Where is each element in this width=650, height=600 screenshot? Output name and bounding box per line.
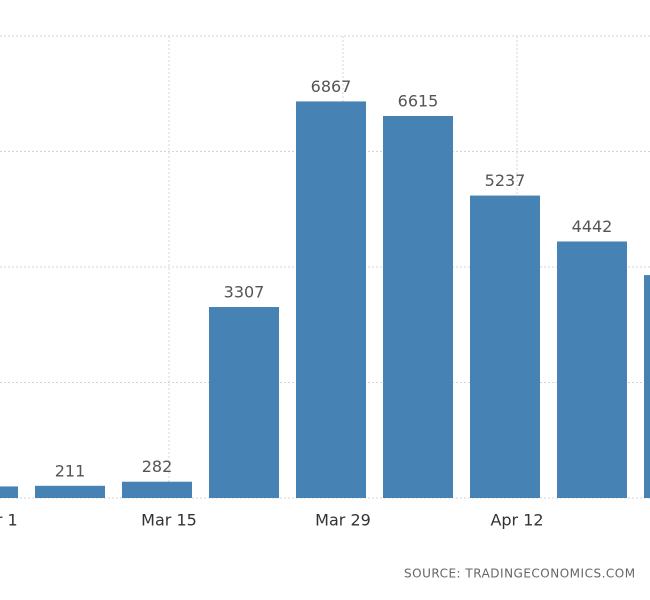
value-label: 5237	[485, 171, 526, 190]
bar	[383, 115, 453, 498]
bar	[122, 481, 192, 498]
bar	[35, 485, 105, 498]
x-tick-label: Apr 12	[490, 511, 543, 530]
value-label: 6615	[398, 91, 439, 110]
bar	[470, 195, 540, 499]
bar	[296, 101, 366, 498]
bar	[209, 307, 279, 498]
bar	[557, 241, 627, 499]
x-tick-label: Mar 1	[0, 511, 18, 530]
value-label: 282	[142, 457, 173, 476]
x-tick-label: Mar 29	[315, 511, 371, 530]
source-note: SOURCE: TRADINGECONOMICS.COM	[404, 567, 636, 581]
value-label: 4442	[572, 217, 613, 236]
x-tick-label: Mar 15	[141, 511, 197, 530]
value-label: 211	[55, 461, 86, 480]
value-label: 6867	[311, 77, 352, 96]
bar	[644, 275, 650, 498]
bar	[0, 486, 18, 498]
value-label: 3307	[224, 283, 265, 302]
